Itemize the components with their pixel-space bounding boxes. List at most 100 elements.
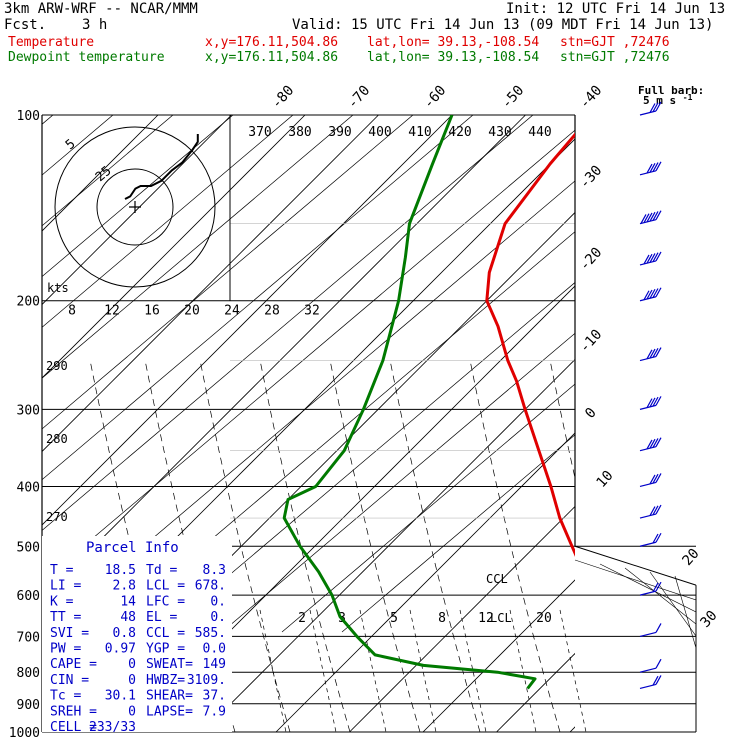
parcel-row-label: SHEAR= [146, 689, 193, 704]
legend-temperature-name: Temperature [8, 35, 95, 50]
right-extension [574, 545, 697, 586]
lcl-marker: LCL [490, 611, 512, 625]
theta-label: 400 [368, 125, 391, 140]
parcel-row-label: PW = [50, 642, 81, 657]
barb-legend-title: Full barb: [638, 84, 704, 97]
theta-label: 420 [448, 125, 471, 140]
wind-barb [639, 287, 662, 302]
parcel-row-value: 14 [120, 594, 136, 609]
parcel-row-label: K = [50, 594, 74, 609]
parcel-row-label: YGP = [146, 642, 185, 657]
theta-label: 290 [46, 359, 68, 373]
parcel-row-label: LCL = [146, 579, 185, 594]
wind-barb [639, 581, 662, 596]
hodo-speed-label: 32 [304, 304, 320, 319]
barb-legend-unit: 5 m s -1 [643, 93, 693, 107]
wind-barb [639, 473, 662, 488]
isotherm-line [422, 579, 575, 732]
extension-line [695, 707, 696, 708]
wind-barb [639, 396, 662, 410]
hodo-speed-label: 24 [224, 304, 240, 319]
isotherm-label: -20 [577, 245, 606, 275]
isotherm-label: -70 [345, 83, 374, 113]
moist-adiabat-line [549, 359, 575, 480]
theta-label: 280 [46, 432, 68, 446]
dewpoint-profile [282, 115, 537, 690]
dry-adiabat-line [42, 180, 575, 633]
moist-adiabat-line [259, 359, 351, 732]
dry-adiabat-line [101, 231, 575, 633]
pressure-tick-label: 400 [17, 480, 40, 495]
parcel-row-label: CCL = [146, 626, 185, 641]
parcel-row-value: 18.5 [105, 563, 136, 578]
extension-line [574, 559, 696, 601]
parcel-row-value: 2.8 [113, 579, 136, 594]
parcel-row-label: CIN = [50, 673, 89, 688]
forecast-label: Fcst. [4, 17, 47, 33]
wind-barb [639, 347, 662, 362]
parcel-row-value: 0. [210, 594, 226, 609]
dry-adiabat-line [341, 434, 575, 633]
pressure-tick-label: 200 [17, 295, 40, 310]
isotherm-label: 10 [593, 468, 616, 491]
dry-adiabat-line [42, 115, 354, 379]
wind-barb [639, 675, 662, 690]
isotherm-label: -10 [577, 327, 606, 357]
parcel-row-label: LAPSE= [146, 704, 193, 719]
theta-label: 380 [288, 125, 311, 140]
legend-dewpoint-latlon: lat,lon= 39.13,-108.54 [367, 50, 540, 65]
parcel-row-label: Td = [146, 563, 177, 578]
parcel-row-value: 585. [195, 626, 226, 641]
dry-adiabat-line [281, 383, 575, 633]
legend-temperature-latlon: lat,lon= 39.13,-108.54 [367, 35, 540, 50]
moist-adiabat-line [329, 359, 421, 732]
dry-adiabat-line [221, 332, 575, 633]
wind-barb [639, 532, 662, 547]
mixing-ratio-label: 2 [298, 611, 306, 626]
parcel-row-label: T = [50, 563, 74, 578]
mixing-ratio-label: 8 [438, 611, 446, 626]
theta-label: 440 [528, 125, 551, 140]
mixing-ratio-label: 12 [478, 611, 494, 626]
valid-time: Valid: 15 UTC Fri 14 Jun 13 (09 MDT Fri … [292, 17, 714, 33]
legend-temperature-xy: x,y=176.11,504.86 [205, 35, 339, 50]
legend-dewpoint-name: Dewpoint temperature [8, 50, 165, 65]
parcel-row-value: 0.8 [113, 626, 136, 641]
mixing-ratio-label: 5 [390, 611, 398, 626]
parcel-info-panel [42, 536, 232, 732]
dry-adiabat-line [42, 115, 414, 430]
wind-barb [639, 210, 662, 225]
isotherm-line [202, 358, 575, 732]
dry-adiabat-line [42, 115, 534, 531]
extension-line [624, 567, 696, 625]
wind-barb [639, 658, 662, 673]
hodograph-center-mark [129, 201, 141, 213]
parcel-row-value: 37. [203, 689, 226, 704]
hodograph-units: kts [47, 281, 69, 295]
parcel-row-value: 8.3 [203, 563, 226, 578]
parcel-row-label: LFC = [146, 594, 185, 609]
parcel-row-value: 233/33 [89, 720, 136, 735]
wind-barb [639, 437, 662, 452]
extension-line [695, 695, 696, 696]
hodo-speed-label: 28 [264, 304, 280, 319]
moist-adiabat-line [469, 359, 561, 732]
wind-barb [639, 504, 662, 519]
hodo-speed-label: 8 [68, 304, 76, 319]
hodograph-trace [124, 134, 199, 200]
dry-adiabat-line [42, 115, 474, 481]
isotherm-label: -60 [421, 83, 450, 113]
hodo-speed-label: 16 [144, 304, 160, 319]
moist-adiabat-line [199, 359, 291, 732]
parcel-info-title: Parcel Info [86, 540, 179, 556]
parcel-row-value: 48 [120, 610, 136, 625]
parcel-row-value: 0 [128, 657, 136, 672]
wind-barb [639, 251, 662, 266]
parcel-row-value: 30.1 [105, 689, 136, 704]
pressure-tick-label: 800 [17, 666, 40, 681]
parcel-row-value: 3109. [187, 673, 226, 688]
forecast-hour: 3 h [82, 17, 108, 33]
isotherm-line [42, 115, 453, 526]
parcel-row-label: SWEAT= [146, 657, 193, 672]
